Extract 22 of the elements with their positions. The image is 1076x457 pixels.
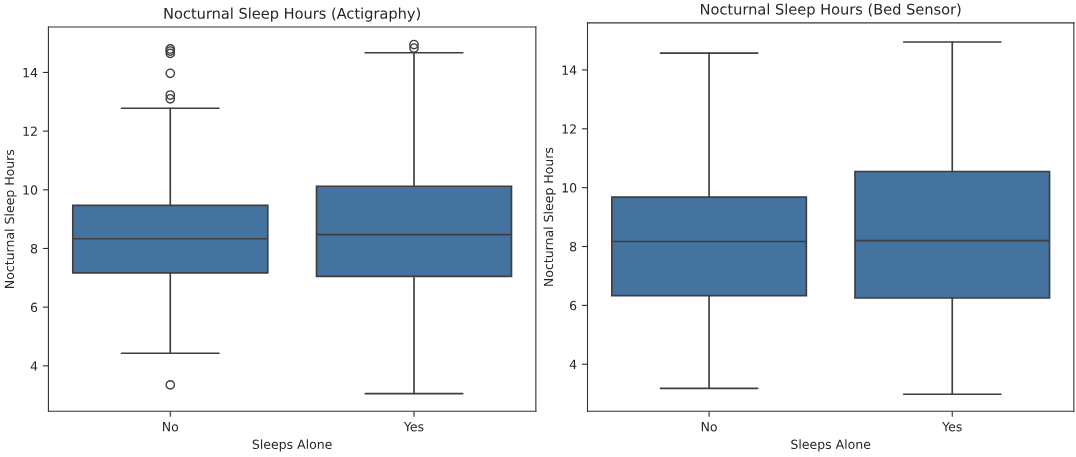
chart-title: Nocturnal Sleep Hours (Actigraphy) bbox=[164, 7, 420, 22]
x-tick-label: Yes bbox=[942, 422, 962, 432]
x-tick-label: No bbox=[701, 422, 717, 432]
y-tick-label: 8 bbox=[30, 243, 38, 254]
y-tick-label: 10 bbox=[23, 185, 38, 195]
x-tick-label: Yes bbox=[403, 422, 424, 432]
y-tick-label: 6 bbox=[570, 300, 577, 311]
y-tick-label: 10 bbox=[562, 183, 577, 193]
y-tick-label: 4 bbox=[30, 361, 38, 371]
y-tick-label: 4 bbox=[569, 359, 577, 369]
y-tick-label: 14 bbox=[23, 68, 38, 78]
y-tick-label: 12 bbox=[562, 124, 576, 134]
chart-title: Nocturnal Sleep Hours (Bed Sensor) bbox=[701, 3, 961, 18]
y-axis-title: Nocturnal Sleep Hours bbox=[4, 149, 17, 288]
x-axis-title: Sleeps Alone bbox=[252, 439, 332, 452]
y-tick-label: 8 bbox=[569, 241, 577, 252]
y-axis-title: Nocturnal Sleep Hours bbox=[543, 147, 556, 286]
x-axis-title: Sleeps Alone bbox=[791, 439, 871, 452]
y-tick-label: 12 bbox=[23, 126, 37, 136]
y-tick-label: 14 bbox=[562, 65, 577, 75]
y-tick-label: 6 bbox=[30, 302, 38, 313]
x-tick-label: No bbox=[163, 422, 179, 432]
